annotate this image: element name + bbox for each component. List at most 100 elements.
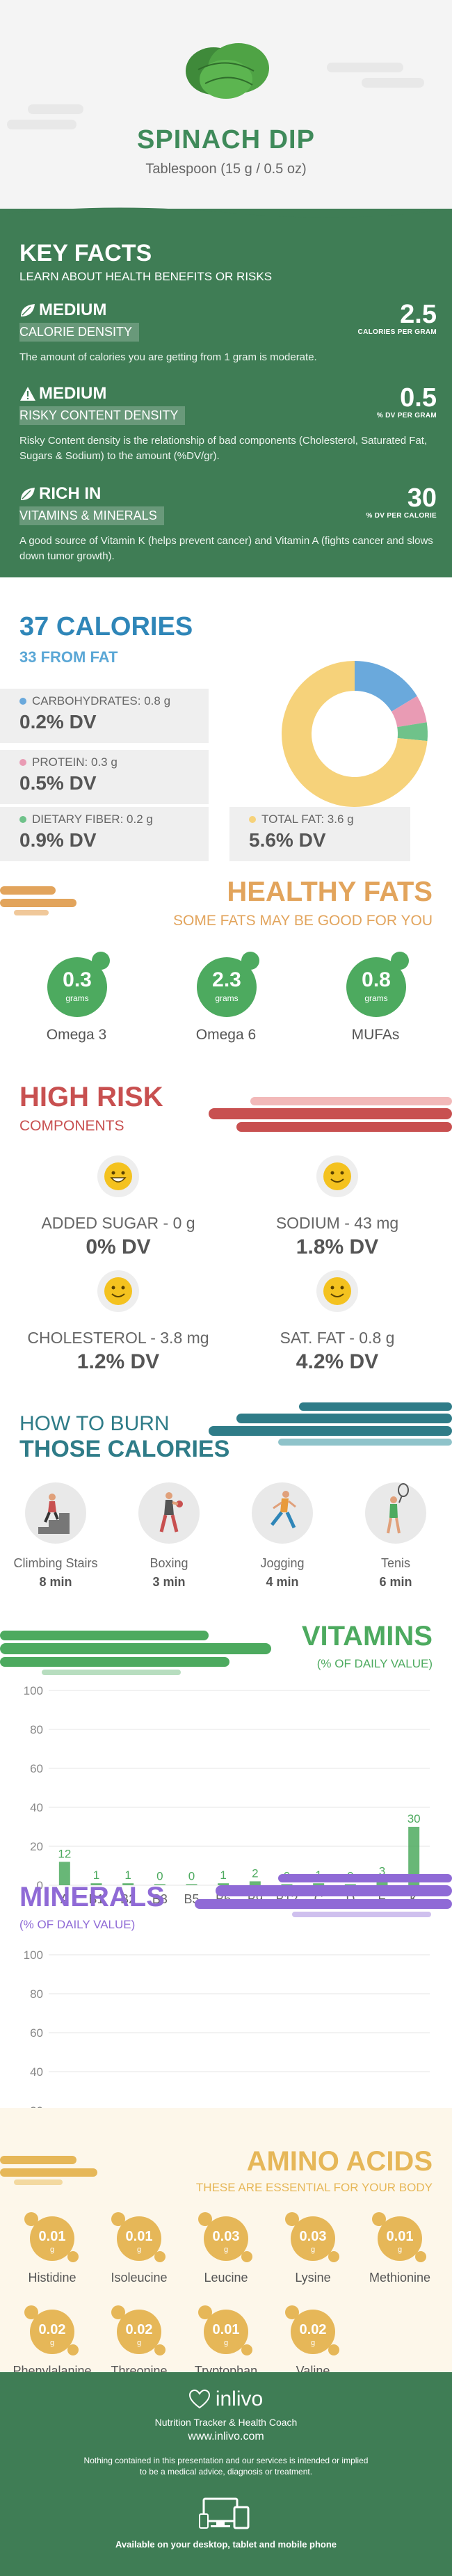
amino-label: Histidine [28,2271,76,2285]
amino-lysine: 0.03 g Lysine [268,2211,358,2285]
burn-title-line2: THOSE CALORIES [19,1436,230,1462]
amino-value: 0.03 [212,2229,240,2244]
fact-category: RISKY CONTENT DENSITY [19,406,186,425]
key-facts-section [0,209,452,577]
fact-unit: % DV PER CALORIE [366,512,437,520]
header [0,0,452,209]
fact-risky-density: MEDIUM RISKY CONTENT DENSITY Risky Conte… [19,384,437,464]
activity-minutes: 8 min [39,1575,72,1589]
amino-unit: g [136,2339,142,2347]
activity-label: Tenis [380,1556,411,1570]
risk-added-sugar: ADDED SUGAR - 0 g 0% DV [14,1155,223,1259]
footer-url[interactable]: www.inlivo.com [188,2431,264,2442]
spinach-image [186,43,269,99]
amino-isoleucine: 0.01 g Isoleucine [94,2211,184,2285]
footer-available: Available on your desktop, tablet and mo… [115,2539,337,2550]
burn-title-line1: HOW TO BURN [19,1412,170,1435]
y-tick-label: 80 [30,1723,43,1736]
calories-from-fat: 33 FROM FAT [19,648,118,666]
risk-label: SAT. FAT - 0.8 g [280,1329,395,1347]
donut-slice-carbohydrates [355,661,417,712]
decorative-stripes [209,1097,452,1132]
y-tick-label: 40 [30,2065,43,2079]
risk-label: CHOLESTEROL - 3.8 mg [27,1329,209,1347]
fat-label: Omega 3 [46,1027,107,1043]
decorative-stripes [195,1874,452,1917]
risk-label: SODIUM - 43 mg [275,1214,399,1232]
risk-sat-fat: SAT. FAT - 0.8 g 4.2% DV [233,1270,442,1374]
fact-description: Risky Content density is the relationshi… [19,435,428,462]
bar-B3 [154,1884,166,1885]
activity-climbing-stairs: Climbing Stairs 8 min [3,1482,108,1590]
bar-value-label: 0 [188,1870,195,1883]
footer [0,2372,452,2576]
amino-tryptophan: 0.01 g Tryptophan [181,2304,271,2378]
smile-face-icon [316,1270,358,1312]
fat-unit: grams [215,993,239,1003]
activity-label: Jogging [260,1556,305,1570]
boxing-icon [138,1482,200,1544]
minerals-title: MINERALS [19,1882,165,1912]
bar-B9 [249,1881,261,1885]
macro-donut-chart [282,661,428,807]
risk-dv: 0% DV [86,1235,151,1258]
nutrient-label: CARBOHYDRATES: 0.8 g [32,694,171,707]
y-tick-label: 80 [30,1987,43,2001]
amino-unit: g [223,2246,229,2254]
bar-K [408,1827,420,1885]
fat-value: 0.3 [63,968,92,991]
y-tick-label: 60 [30,2026,43,2040]
devices-icon [199,2497,250,2529]
leaf-icon [21,304,35,317]
key-facts-title: KEY FACTS [19,240,152,266]
bar-value-label: 0 [156,1870,163,1883]
bar-value-label: 30 [407,1812,421,1825]
fact-level: RICH IN [39,484,102,503]
fact-unit: CALORIES PER GRAM [357,328,437,336]
risk-label: ADDED SUGAR - 0 g [41,1214,195,1232]
activity-minutes: 4 min [266,1575,299,1589]
legend-dot [19,698,26,705]
amino-unit: g [223,2339,229,2347]
amino-unit: g [49,2246,55,2254]
nutrient-fiber: DIETARY FIBER: 0.2 g 0.9% DV [0,807,209,861]
bar-value-label: 1 [93,1869,99,1882]
fat-value: 2.3 [212,968,241,991]
fact-description: A good source of Vitamin K (helps preven… [19,535,433,562]
decorative-stripes [0,1631,271,1675]
stairs-icon [25,1482,86,1544]
section-wave [0,207,452,230]
footer-tagline: Nutrition Tracker & Health Coach [154,2417,298,2428]
x-tick-label: B2 [120,1892,136,1906]
bar-value-label: 2 [252,1866,258,1880]
amino-valine: 0.02 g Valine [268,2304,358,2378]
fat-label: MUFAs [351,1027,400,1043]
fat-label: Omega 6 [195,1027,257,1043]
fat-omega-6: 2.3 grams Omega 6 [177,952,275,1043]
footer-disclaimer-1: Nothing contained in this presentation a… [83,2456,369,2465]
amino-methionine: 0.01 g Methionine [355,2211,445,2285]
legend-dot [19,759,26,766]
bar-value-label: 3 [379,1865,385,1878]
x-tick-label: B1 [88,1892,104,1906]
amino-value: 0.02 [299,2322,327,2337]
legend-dot [249,816,256,823]
footer-disclaimer-2: to be a medical advice, diagnosis or tre… [139,2467,313,2477]
smile-face-icon [316,1155,358,1197]
amino-unit: g [397,2246,403,2254]
jogging-icon [252,1482,313,1544]
risk-sodium: SODIUM - 43 mg 1.8% DV [233,1155,442,1259]
fact-value: 0.5 [400,383,437,413]
bar-value-label: 1 [220,1869,226,1882]
activity-minutes: 6 min [379,1575,412,1589]
bar-B12 [281,1884,293,1885]
fact-level: MEDIUM [39,384,107,403]
leaf-icon [21,488,35,500]
high-risk-subtitle: COMPONENTS [19,1118,124,1134]
y-tick-label: 0 [37,1879,43,1892]
activity-minutes: 3 min [152,1575,186,1589]
fat-unit: grams [65,993,89,1003]
page-title: SPINACH DIP [137,125,315,154]
calories-title: 37 CALORIES [19,612,193,641]
amino-value: 0.01 [386,2229,414,2244]
